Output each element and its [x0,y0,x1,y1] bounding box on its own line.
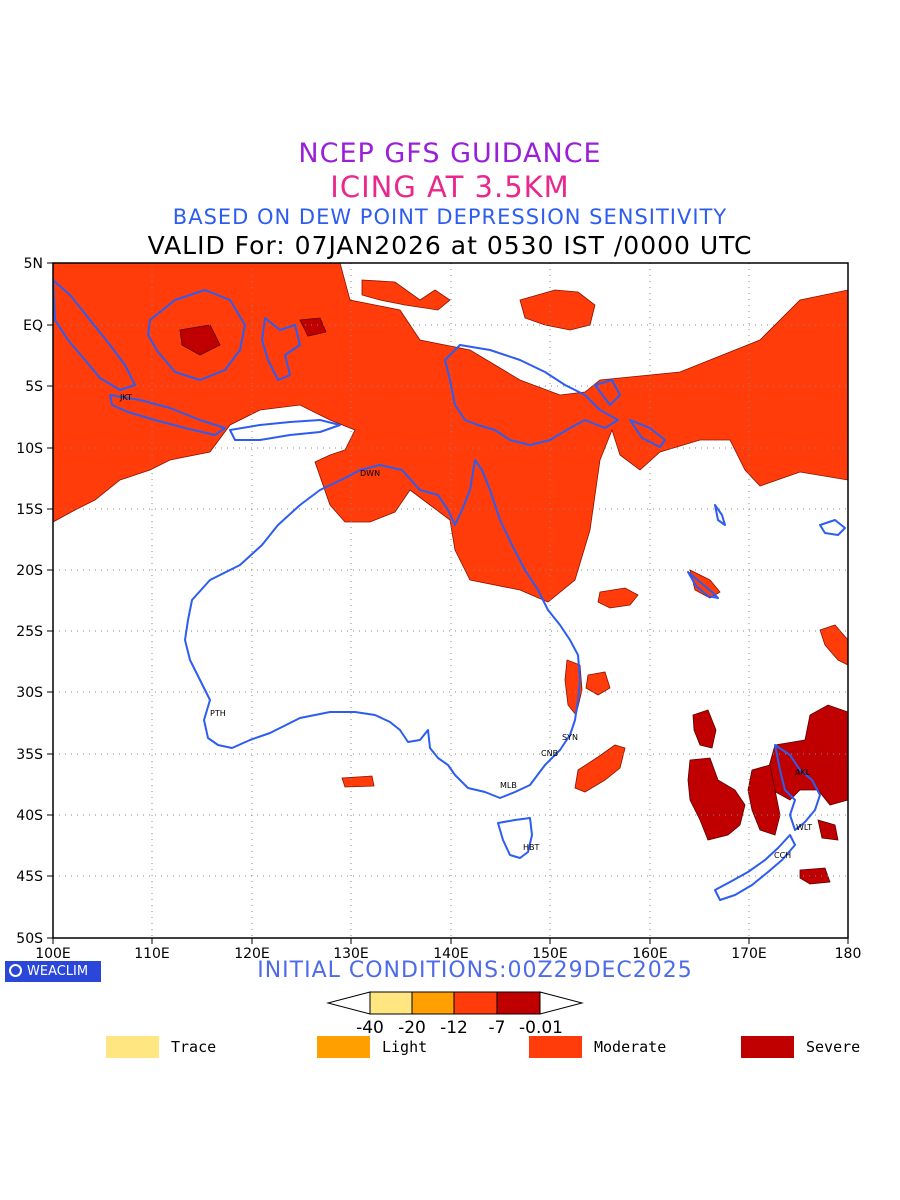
legend-label: Trace [171,1038,217,1056]
lon-label: 170E [731,946,767,962]
coast-new-caledonia [687,571,719,599]
lat-label: 35S [16,747,43,763]
moderate-area-bight [341,775,375,788]
colorbar-tick-label: -40 [356,1018,384,1038]
colorbar-segment-trace [369,991,413,1015]
lon-label: 130E [333,946,369,962]
colorbar-tick-label: -0.01 [519,1018,563,1038]
lat-label: 40S [16,808,43,824]
coast-vanuatu [714,504,726,526]
axis-ticks [47,262,849,944]
moderate-area-nz-north-east [819,624,848,666]
map-layers [53,263,848,938]
severe-area-nz-cluster [747,764,781,836]
lon-label: 110E [134,946,170,962]
moderate-area-tasman [574,744,626,793]
lon-label: 160E [632,946,668,962]
lon-label: 120E [234,946,270,962]
colorbar [326,991,584,1015]
coast-borneo [147,289,246,381]
graticule [53,263,848,938]
city-labels: JKT DWN PTH SYN CNB MLB HBT AKL WLT CCH [119,393,812,860]
city-label-auckland: AKL [795,768,811,777]
legend-swatch [741,1036,794,1058]
severe-area-tasman-mid [692,709,717,749]
city-label-perth: PTH [210,709,226,718]
legend-label: Light [382,1038,428,1056]
city-label-christchurch: CCH [774,851,791,860]
longitude-labels: 100E 110E 120E 130E 140E 150E 160E 170E … [35,946,861,962]
lat-label: 5S [25,379,43,395]
coast-sumatra [53,279,136,391]
severe-area-nz-north [767,704,848,806]
coast-nz-north [774,744,821,831]
moderate-area-north-pacific [361,279,451,311]
coast-sulawesi [261,317,301,381]
coast-nz-south [714,834,796,901]
title-valid-time: VALID For: 07JAN2026 at 0530 IST /0000 U… [147,231,753,260]
city-label-wellington: WLT [796,823,812,832]
moderate-area-east-coast-2 [585,671,611,696]
title-product: ICING AT 3.5KM [330,170,570,204]
severe-area-indonesia-a [179,324,221,356]
severe-area-nz-east [817,819,839,841]
coast-tasmania [497,817,533,859]
copyright-icon [9,964,22,977]
lat-label: 50S [16,931,43,947]
legend-swatch [529,1036,582,1058]
city-label-hobart: HBT [523,843,540,852]
legend-label: Severe [806,1038,861,1056]
lat-label: 25S [16,624,43,640]
lat-label: 15S [16,502,43,518]
lat-label: 5N [24,256,43,272]
legend-label: Moderate [594,1038,667,1056]
severe-icing-areas [179,317,848,885]
city-label-jakarta: JKT [119,393,132,402]
lat-label: 20S [16,563,43,579]
moderate-area-equator-east [519,289,596,331]
colorbar-left-arrow [326,991,371,1015]
coast-new-guinea [444,344,619,446]
city-label-darwin: DWN [360,469,380,478]
severe-area-indonesia-b [299,317,327,337]
colorbar-segment-moderate [453,991,498,1015]
weaclim-logo: WEACLIM [5,961,101,982]
lat-label: EQ [23,318,43,334]
colorbar-segment-light [411,991,455,1015]
title-model: NCEP GFS GUIDANCE [298,138,602,169]
colorbar-ticks: -40 -20 -12 -7 -0.01 [356,1018,563,1038]
colorbar-right-arrow [539,991,584,1015]
city-label-canberra: CNB [541,749,558,758]
logo-text: WEACLIM [27,964,89,979]
coastlines [53,279,846,901]
moderate-area-coral-sea [597,587,639,609]
coast-new-britain-solomons [594,379,666,448]
lon-label: 180 [835,946,862,962]
city-label-sydney: SYN [562,733,578,742]
coast-fiji [819,519,846,536]
lon-label: 150E [532,946,568,962]
lat-label: 45S [16,869,43,885]
colorbar-tick-label: -7 [489,1018,506,1038]
city-label-melbourne: MLB [500,781,517,790]
legend-swatch [106,1036,159,1058]
severe-area-tasman-east [687,757,746,841]
title-method: BASED ON DEW POINT DEPRESSION SENSITIVIT… [172,205,728,229]
lat-label: 30S [16,685,43,701]
lat-label: 10S [16,441,43,457]
colorbar-segment-severe [496,991,541,1015]
initial-conditions: INITIAL CONDITIONS:00Z29DEC2025 [257,958,693,983]
lon-label: 100E [35,946,71,962]
colorbar-tick-label: -20 [398,1018,426,1038]
coast-australia [184,459,581,799]
colorbar-tick-label: -12 [440,1018,468,1038]
coast-java [109,394,226,436]
legend-swatch [317,1036,370,1058]
coast-lesser-sunda [229,419,341,441]
latitude-labels: 5N EQ 5S 10S 15S 20S 25S 30S 35S 40S 45S… [16,256,43,947]
lon-label: 140E [433,946,469,962]
